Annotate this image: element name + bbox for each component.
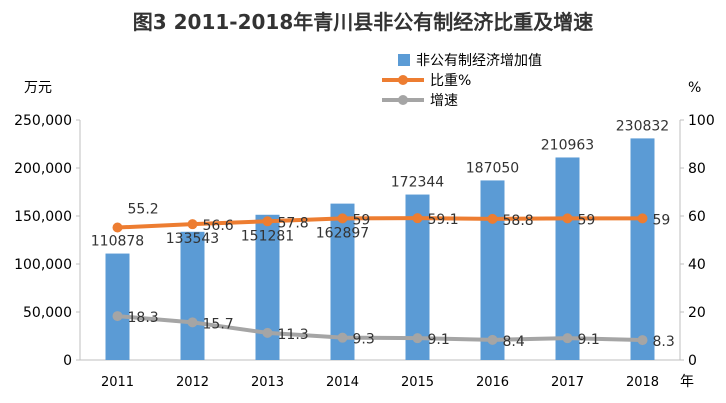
bar-value-label: 230832 [616,118,669,134]
x-tick-label: 2012 [176,375,209,390]
bar [630,138,655,360]
growth-point [562,333,573,344]
right-tick-label: 60 [688,209,706,225]
share-value-label: 57.8 [278,215,309,231]
growth-value-label: 15.7 [203,316,234,332]
x-tick-label: 2014 [326,375,359,390]
growth-point [487,334,498,345]
share-point [412,213,423,224]
legend-line-label: 增速 [430,93,458,109]
bar [105,253,130,360]
share-value-label: 58.8 [503,213,534,229]
bar [480,180,505,360]
growth-point [637,335,648,346]
growth-line [117,314,643,343]
bar-value-label: 210963 [541,137,594,153]
share-point [262,216,273,227]
left-tick-label: 250,000 [14,113,72,129]
bar-value-label: 151281 [241,228,294,244]
bar-value-label: 162897 [316,225,369,241]
legend-bar-label: 非公有制经济增加值 [416,53,542,69]
bar-value-label: 172344 [391,175,445,191]
share-value-label: 59 [653,212,671,228]
share-value-label: 56.6 [203,218,234,234]
share-point [487,213,498,224]
growth-value-label: 8.3 [653,334,675,350]
x-tick-label: 2018 [626,375,659,390]
right-tick-label: 20 [688,305,706,321]
x-tick-label: 2015 [401,375,434,390]
growth-point [337,332,348,343]
share-value-label: 59.1 [428,212,459,228]
share-point [337,213,348,224]
x-tick-label: 2017 [551,375,584,390]
legend-bar-swatch [398,54,410,66]
x-tick-label: 2013 [251,375,284,390]
left-tick-label: 200,000 [14,161,72,177]
x-tick-label: 2016 [476,375,509,390]
growth-value-label: 11.3 [278,327,309,343]
bar [555,157,580,360]
share-point [187,219,198,230]
growth-point [412,333,423,344]
left-tick-label: 150,000 [14,209,72,225]
share-line [117,216,643,230]
left-tick-label: 100,000 [14,257,72,273]
right-tick-label: 100 [688,113,715,129]
legend-line-marker [398,95,408,105]
share-value-label: 55.2 [128,202,159,218]
right-tick-label: 80 [688,161,706,177]
share-value-label: 59 [353,212,371,228]
left-tick-label: 0 [63,353,72,369]
plot-area: 0 50,000 100,000 150,000 200,000 250,000 0 20 40… [14,113,715,390]
growth-value-label: 9.1 [578,332,600,348]
share-value-label: 59 [578,212,596,228]
share-point [562,213,573,224]
legend-line-label: 比重% [430,73,471,89]
growth-value-label: 9.1 [428,332,450,348]
growth-value-label: 8.4 [503,334,525,350]
bar-value-label: 187050 [466,160,519,176]
growth-value-label: 18.3 [128,310,159,326]
x-axis-unit: 年 [680,374,694,390]
growth-point [112,311,123,322]
growth-point [262,327,273,338]
x-tick-label: 2011 [101,375,134,390]
share-point [112,222,123,233]
left-tick-label: 50,000 [23,305,72,321]
bar-value-label: 110878 [91,234,144,250]
bar [180,231,205,360]
chart-title: 图3 2011-2018年青川县非公有制经济比重及增速 [133,10,594,34]
right-tick-label: 40 [688,257,706,273]
right-axis-unit: % [688,80,701,96]
legend-line-marker [398,75,408,85]
bar-value-label: 133543 [166,231,219,247]
growth-point [187,317,198,328]
share-point [637,213,648,224]
right-tick-label: 0 [688,353,697,369]
left-axis-unit: 万元 [24,80,52,96]
growth-value-label: 9.3 [353,332,375,348]
